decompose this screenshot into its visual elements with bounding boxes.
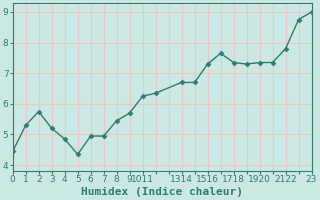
X-axis label: Humidex (Indice chaleur): Humidex (Indice chaleur) xyxy=(81,187,243,197)
